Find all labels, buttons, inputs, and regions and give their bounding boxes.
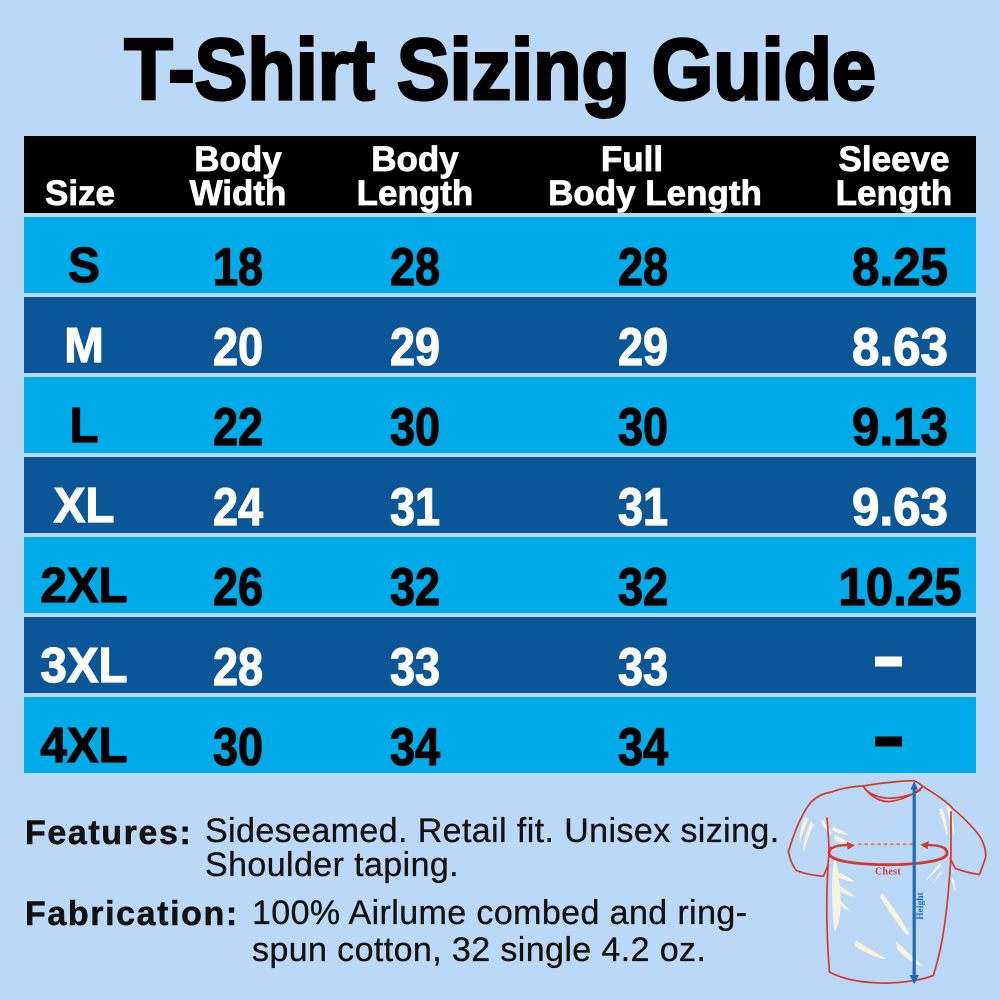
svg-text:Height: Height	[916, 891, 926, 919]
svg-text:Chest: Chest	[875, 867, 901, 878]
